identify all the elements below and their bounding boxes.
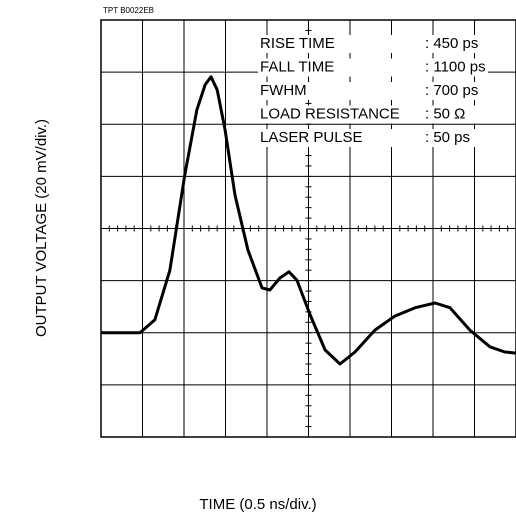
- annotation-value: : 50 ps: [425, 129, 470, 146]
- annotation-bg: [258, 82, 488, 100]
- annotation-bg: [258, 35, 488, 53]
- annotation-bg: [258, 105, 488, 124]
- y-axis-label: OUTPUT VOLTAGE (20 mV/div.): [33, 119, 50, 337]
- annotation-bg: [258, 129, 488, 147]
- annotation-value: : 700 ps: [425, 82, 478, 99]
- annotation-value: : 50 Ω: [425, 105, 465, 122]
- annotation-label: RISE TIME: [260, 35, 335, 52]
- x-axis-label: TIME (0.5 ns/div.): [199, 496, 316, 513]
- annotation-label: LASER PULSE: [260, 129, 363, 146]
- annotation-bg: [258, 58, 488, 77]
- annotation-label: FWHM: [260, 82, 307, 99]
- annotation-label: LOAD RESISTANCE: [260, 105, 400, 122]
- plot-frame: [100, 19, 516, 438]
- waveform: [101, 75, 516, 366]
- source-label: TPT B0022EB: [103, 6, 154, 15]
- annotation-value: : 1100 ps: [425, 58, 486, 75]
- annotation-label: FALL TIME: [260, 58, 334, 75]
- annotation-value: : 450 ps: [425, 35, 478, 52]
